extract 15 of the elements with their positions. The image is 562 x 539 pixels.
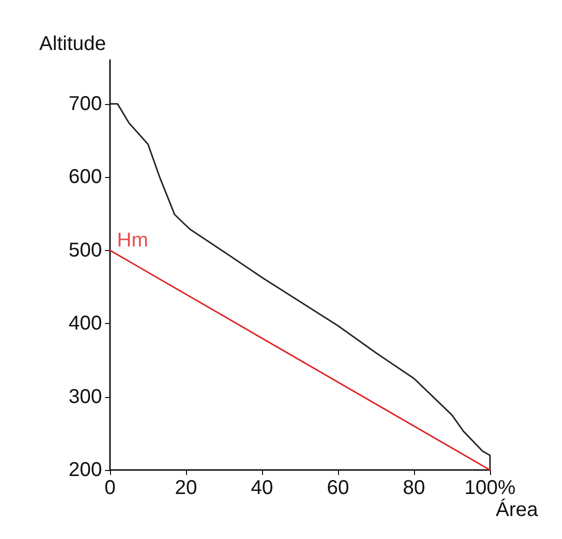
x-tick-label: 80 <box>402 477 426 499</box>
y-tick-label: 400 <box>68 312 102 335</box>
y-tick-label: 700 <box>68 92 102 115</box>
x-axis-title: Área <box>496 498 539 521</box>
y-axis-title: Altitude <box>39 33 106 55</box>
x-tick-label: 0 <box>104 477 116 499</box>
y-tick-label: 200 <box>68 459 102 481</box>
y-tick-label: 300 <box>68 386 102 408</box>
y-tick-label: 500 <box>68 239 102 262</box>
x-tick-label: 60 <box>326 477 350 499</box>
x-tick-label: 100% <box>464 477 516 499</box>
x-tick-label: 40 <box>250 477 274 499</box>
x-tick-label: 20 <box>174 477 198 499</box>
annotation: Hm <box>117 229 148 252</box>
y-tick-label: 600 <box>68 166 102 188</box>
